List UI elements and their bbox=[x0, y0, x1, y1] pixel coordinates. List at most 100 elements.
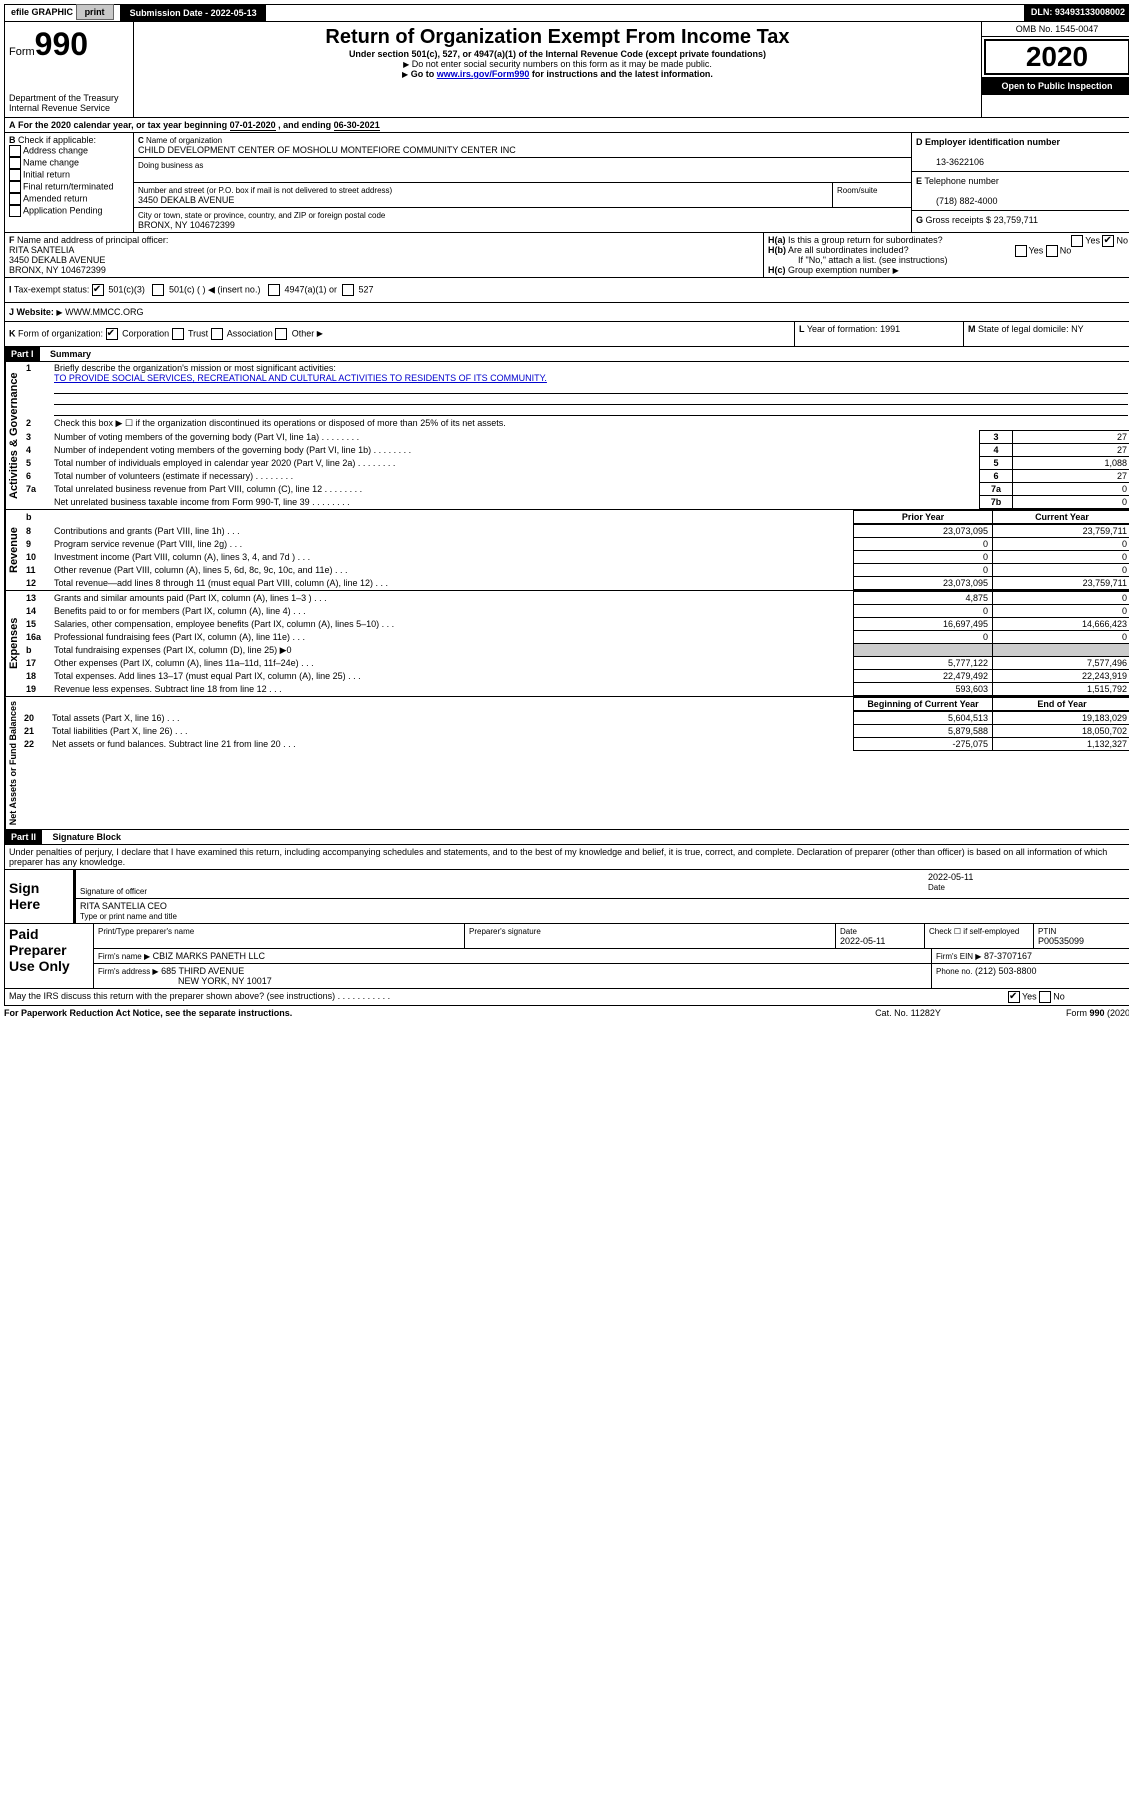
table-row: 12Total revenue—add lines 8 through 11 (… bbox=[22, 577, 1129, 590]
other-checkbox[interactable] bbox=[275, 328, 287, 340]
part2-badge: Part II bbox=[5, 830, 42, 844]
mission-link[interactable]: TO PROVIDE SOCIAL SERVICES, RECREATIONAL… bbox=[54, 373, 547, 383]
pending-label: Application Pending bbox=[23, 205, 103, 215]
print-button[interactable]: print bbox=[76, 4, 114, 20]
amended-checkbox[interactable] bbox=[9, 193, 21, 205]
part1-body: Activities & Governance 1Briefly describ… bbox=[4, 362, 1129, 510]
4947-checkbox[interactable] bbox=[268, 284, 280, 296]
firm-addr2: NEW YORK, NY 10017 bbox=[98, 976, 272, 986]
trust-label: Trust bbox=[188, 328, 208, 338]
table-row: 9Program service revenue (Part VIII, lin… bbox=[22, 538, 1129, 551]
firm-ein: 87-3707167 bbox=[984, 951, 1032, 961]
527-checkbox[interactable] bbox=[342, 284, 354, 296]
501c3-checkbox[interactable] bbox=[92, 284, 104, 296]
l2-text: Check this box ▶ ☐ if the organization d… bbox=[50, 417, 1129, 430]
assoc-label: Association bbox=[227, 328, 273, 338]
table-row: 7aTotal unrelated business revenue from … bbox=[22, 483, 1129, 496]
table-row: 21Total liabilities (Part X, line 26) . … bbox=[20, 725, 1129, 738]
officer-addr1: 3450 DEKALB AVENUE bbox=[9, 255, 105, 265]
city-label: City or town, state or province, country… bbox=[138, 211, 385, 220]
city-value: BRONX, NY 104672399 bbox=[138, 220, 235, 230]
discuss-row: May the IRS discuss this return with the… bbox=[4, 989, 1129, 1006]
table-row: 22Net assets or fund balances. Subtract … bbox=[20, 738, 1129, 751]
submission-date-button[interactable]: Submission Date - 2022-05-13 bbox=[121, 5, 266, 21]
klm-row: K Form of organization: Corporation Trus… bbox=[4, 322, 1129, 347]
final-return-checkbox[interactable] bbox=[9, 181, 21, 193]
table-row: 15Salaries, other compensation, employee… bbox=[22, 618, 1129, 631]
officer-typed-name: RITA SANTELIA CEO bbox=[80, 901, 167, 911]
revenue-section: Revenue b Prior Year Current Year 8Contr… bbox=[4, 510, 1129, 591]
website-label: Website: bbox=[17, 307, 54, 317]
ha-label: Is this a group return for subordinates? bbox=[788, 235, 943, 245]
paid-preparer-section: Paid Preparer Use Only Print/Type prepar… bbox=[4, 924, 1129, 989]
table-row: 13Grants and similar amounts paid (Part … bbox=[22, 592, 1129, 605]
vlabel-expenses: Expenses bbox=[5, 591, 22, 696]
final-return-label: Final return/terminated bbox=[23, 181, 114, 191]
table-row: 16aProfessional fundraising fees (Part I… bbox=[22, 631, 1129, 644]
527-label: 527 bbox=[359, 284, 374, 294]
expenses-section: Expenses 13Grants and similar amounts pa… bbox=[4, 591, 1129, 697]
corp-label: Corporation bbox=[122, 328, 169, 338]
initial-return-checkbox[interactable] bbox=[9, 169, 21, 181]
hb-note: If "No," attach a list. (see instruction… bbox=[768, 255, 1128, 265]
pending-checkbox[interactable] bbox=[9, 205, 21, 217]
gross-value: 23,759,711 bbox=[994, 215, 1038, 225]
no-label: No bbox=[1053, 992, 1065, 1002]
org-name: CHILD DEVELOPMENT CENTER OF MOSHOLU MONT… bbox=[138, 145, 516, 155]
trust-checkbox[interactable] bbox=[172, 328, 184, 340]
footer-left: For Paperwork Reduction Act Notice, see … bbox=[4, 1008, 292, 1018]
discuss-no-checkbox[interactable] bbox=[1039, 991, 1051, 1003]
firm-name: CBIZ MARKS PANETH LLC bbox=[153, 951, 265, 961]
top-bar: efile GRAPHIC print Submission Date - 20… bbox=[4, 4, 1129, 22]
firm-addr1: 685 THIRD AVENUE bbox=[161, 966, 244, 976]
table-row: Net unrelated business taxable income fr… bbox=[22, 496, 1129, 509]
501c3-label: 501(c)(3) bbox=[108, 284, 145, 294]
form-title: Return of Organization Exempt From Incom… bbox=[138, 26, 977, 49]
dept-label: Department of the Treasury Internal Reve… bbox=[9, 93, 129, 113]
501c-label: 501(c) ( ) bbox=[169, 284, 206, 294]
part1-title: Summary bbox=[42, 349, 91, 359]
corp-checkbox[interactable] bbox=[106, 328, 118, 340]
name-change-checkbox[interactable] bbox=[9, 157, 21, 169]
addr-change-checkbox[interactable] bbox=[9, 145, 21, 157]
table-row: bTotal fundraising expenses (Part IX, co… bbox=[22, 644, 1129, 657]
spacer bbox=[266, 5, 1025, 21]
ein-value: 13-3622106 bbox=[916, 157, 984, 167]
hb-yes-checkbox[interactable] bbox=[1015, 245, 1027, 257]
firm-ein-label: Firm's EIN ▶ bbox=[936, 952, 981, 961]
other-label: Other bbox=[292, 328, 315, 338]
current-year-head: Current Year bbox=[993, 511, 1129, 524]
hb-no-checkbox[interactable] bbox=[1046, 245, 1058, 257]
form-number: Form990 bbox=[9, 26, 129, 63]
table-row: 4Number of independent voting members of… bbox=[22, 444, 1129, 457]
addr-change-label: Address change bbox=[23, 145, 88, 155]
taxexempt-label: Tax-exempt status: bbox=[14, 284, 90, 294]
part1-badge: Part I bbox=[5, 347, 40, 361]
part2-title: Signature Block bbox=[45, 832, 122, 842]
efile-label: efile GRAPHIC print bbox=[5, 5, 121, 21]
ha-no-checkbox[interactable] bbox=[1102, 235, 1114, 247]
net-section: Net Assets or Fund Balances Beginning of… bbox=[4, 697, 1129, 830]
firm-addr-label: Firm's address ▶ bbox=[98, 967, 159, 976]
table-row: 11Other revenue (Part VIII, column (A), … bbox=[22, 564, 1129, 577]
instructions-link[interactable]: www.irs.gov/Form990 bbox=[437, 69, 530, 79]
org-name-label: Name of organization bbox=[146, 136, 222, 145]
table-row: 18Total expenses. Add lines 13–17 (must … bbox=[22, 670, 1129, 683]
street-label: Number and street (or P.O. box if mail i… bbox=[138, 186, 392, 195]
phone-value: (718) 882-4000 bbox=[916, 196, 998, 206]
table-row: 10Investment income (Part VIII, column (… bbox=[22, 551, 1129, 564]
4947-label: 4947(a)(1) or bbox=[284, 284, 337, 294]
room-label: Room/suite bbox=[837, 186, 877, 195]
note-ssn: Do not enter social security numbers on … bbox=[138, 59, 977, 69]
footer-mid: Cat. No. 11282Y bbox=[833, 1008, 983, 1018]
selfemp-label: Check ☐ if self-employed bbox=[929, 927, 1019, 936]
assoc-checkbox[interactable] bbox=[211, 328, 223, 340]
hc-label: Group exemption number bbox=[788, 265, 890, 275]
table-row: 19Revenue less expenses. Subtract line 1… bbox=[22, 683, 1129, 696]
discuss-yes-checkbox[interactable] bbox=[1008, 991, 1020, 1003]
taxexempt-row: I Tax-exempt status: 501(c)(3) 501(c) ( … bbox=[4, 278, 1129, 303]
501c-checkbox[interactable] bbox=[152, 284, 164, 296]
note-link: Go to www.irs.gov/Form990 for instructio… bbox=[138, 69, 977, 79]
ha-yes-checkbox[interactable] bbox=[1071, 235, 1083, 247]
l1-label: Briefly describe the organization's miss… bbox=[54, 363, 336, 373]
